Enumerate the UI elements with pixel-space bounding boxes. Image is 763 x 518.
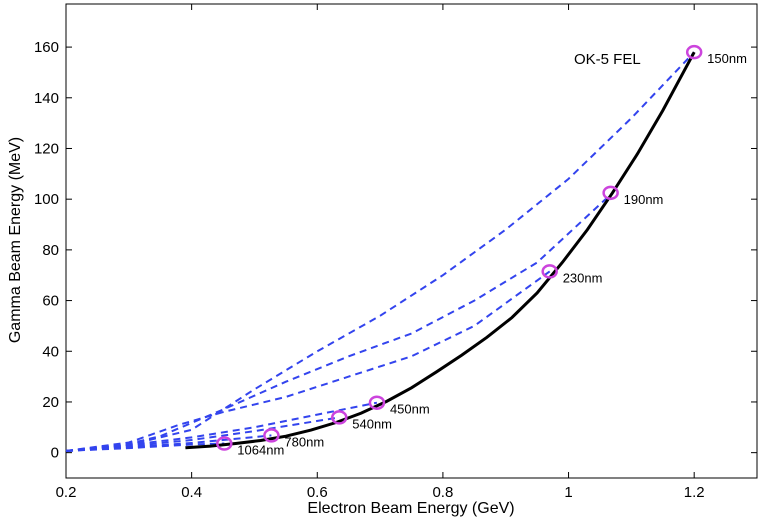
y-tick-label: 160 — [34, 39, 59, 56]
y-axis-title: Gamma Beam Energy (MeV) — [7, 137, 24, 343]
marker-label-540nm: 540nm — [352, 416, 392, 431]
x-tick-label: 0.8 — [432, 484, 453, 501]
x-axis-title: Electron Beam Energy (GeV) — [307, 500, 514, 517]
dashed-series-230nm — [65, 270, 551, 452]
marker-150nm — [685, 44, 703, 60]
marker-540nm — [331, 410, 348, 425]
x-tick-label: 0.2 — [56, 484, 77, 501]
plot-frame — [65, 3, 758, 479]
tick-layer: 0.2 0.4 0.6 0.8 1 1.2 0 20 40 60 80 100 120 140 160 — [34, 4, 757, 501]
marker-450nm — [368, 395, 386, 410]
y-tick-label: 60 — [42, 293, 59, 310]
marker-label-150nm: 150nm — [707, 51, 747, 66]
chart-annotation: OK-5 FEL — [574, 51, 641, 68]
y-tick-label: 20 — [42, 394, 59, 411]
main-curve — [185, 51, 696, 450]
y-tick-label: 80 — [42, 242, 59, 259]
dashed-series-190nm — [65, 192, 614, 452]
x-tick-label: 0.6 — [307, 484, 328, 501]
y-tick-label: 100 — [34, 191, 59, 208]
y-tick-label: 40 — [42, 343, 59, 360]
marker-190nm — [602, 185, 619, 201]
marker-1064nm — [216, 436, 233, 451]
y-tick-label: 120 — [34, 140, 59, 157]
marker-label-1064nm: 1064nm — [237, 443, 284, 458]
marker-230nm — [541, 264, 558, 279]
marker-label-190nm: 190nm — [624, 192, 664, 207]
dashed-series-150nm — [65, 51, 695, 453]
main-curve-layer — [185, 51, 696, 450]
marker-label-780nm: 780nm — [284, 434, 324, 449]
x-tick-label: 1 — [564, 484, 572, 501]
x-tick-label: 0.4 — [181, 484, 202, 501]
y-tick-label: 140 — [34, 90, 59, 107]
marker-label-230nm: 230nm — [563, 270, 603, 285]
dashed-series-layer — [65, 51, 695, 453]
marker-label-450nm: 450nm — [390, 402, 430, 417]
y-tick-label: 0 — [51, 445, 59, 462]
x-tick-label: 1.2 — [684, 484, 705, 501]
dashed-series-450nm — [65, 401, 378, 452]
marker-780nm — [263, 428, 280, 443]
